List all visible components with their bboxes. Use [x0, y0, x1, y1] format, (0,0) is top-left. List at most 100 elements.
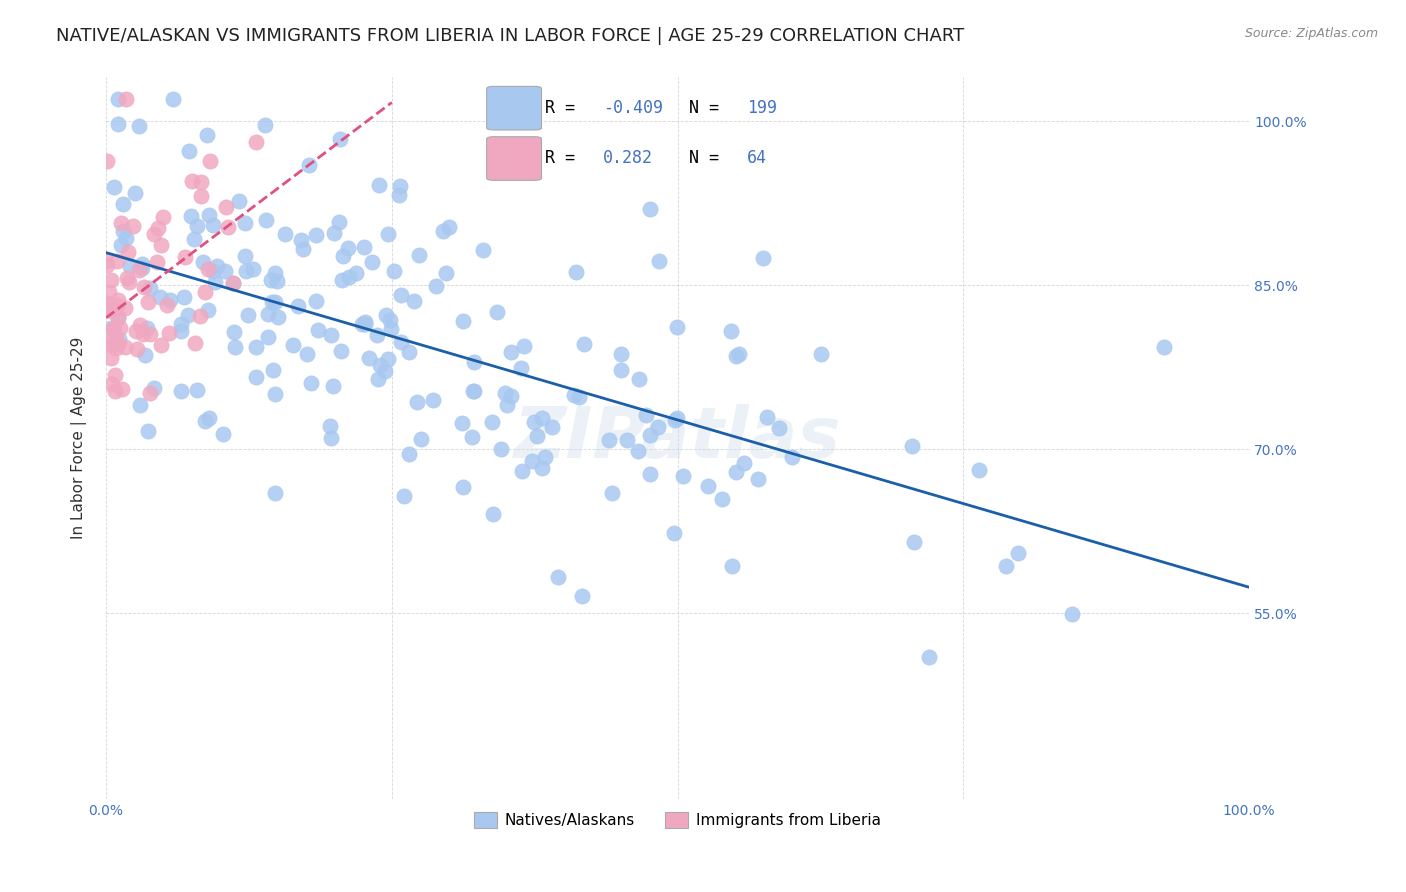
Point: [124, 186, 146, 200]
Point: [146, 255, 169, 269]
Point: [107, 332, 129, 346]
Point: [321, 431, 343, 445]
Point: [494, 385, 516, 400]
Point: [610, 347, 633, 361]
Point: [337, 241, 360, 255]
Point: [434, 266, 457, 280]
Point: [139, 281, 162, 295]
Point: [264, 486, 287, 500]
Point: [224, 340, 246, 354]
Point: [266, 275, 288, 289]
Point: [810, 347, 832, 361]
Point: [201, 218, 224, 232]
Point: [377, 227, 399, 241]
Point: [901, 439, 924, 453]
Point: [366, 328, 388, 343]
Point: [634, 408, 657, 422]
Point: [174, 250, 197, 264]
Point: [222, 276, 245, 290]
Point: [378, 313, 401, 327]
Point: [107, 92, 129, 106]
Point: [451, 416, 474, 430]
Point: [110, 238, 132, 252]
Point: [122, 219, 145, 234]
Point: [186, 383, 208, 397]
Point: [780, 450, 803, 464]
Point: [432, 224, 454, 238]
Point: [201, 264, 224, 278]
Point: [193, 254, 215, 268]
Point: [388, 179, 411, 194]
Point: [357, 351, 380, 365]
Point: [995, 559, 1018, 574]
Point: [96, 153, 118, 168]
Point: [98, 285, 121, 299]
Point: [402, 294, 425, 309]
Point: [103, 321, 125, 335]
Point: [120, 259, 142, 273]
Point: [112, 197, 135, 211]
Point: [640, 428, 662, 442]
Point: [409, 433, 432, 447]
Point: [245, 370, 267, 384]
Point: [105, 298, 128, 312]
Point: [112, 224, 135, 238]
Point: [105, 335, 128, 350]
Point: [101, 321, 124, 335]
Point: [170, 384, 193, 398]
Point: [138, 327, 160, 342]
Point: [190, 189, 212, 203]
Point: [107, 311, 129, 326]
Point: [128, 120, 150, 134]
Point: [205, 259, 228, 273]
Point: [328, 215, 350, 229]
Point: [391, 334, 413, 349]
Point: [398, 447, 420, 461]
Point: [104, 332, 127, 346]
Point: [720, 324, 742, 338]
Point: [242, 261, 264, 276]
Point: [520, 454, 543, 468]
Text: ZIPatlas: ZIPatlas: [513, 404, 841, 473]
Point: [111, 383, 134, 397]
Point: [664, 413, 686, 427]
Point: [235, 216, 257, 230]
Point: [149, 238, 172, 252]
Point: [725, 466, 748, 480]
Point: [245, 340, 267, 354]
Point: [733, 456, 755, 470]
Point: [626, 443, 648, 458]
Point: [215, 200, 238, 214]
Point: [127, 342, 149, 356]
Point: [107, 117, 129, 131]
Point: [628, 372, 651, 386]
Point: [354, 315, 377, 329]
Point: [638, 467, 661, 482]
Point: [319, 328, 342, 343]
Point: [97, 334, 120, 349]
Point: [392, 489, 415, 503]
Point: [600, 486, 623, 500]
Point: [541, 420, 564, 434]
Point: [598, 433, 620, 447]
Point: [132, 327, 155, 342]
Point: [179, 144, 201, 158]
Point: [564, 388, 586, 402]
Point: [918, 649, 941, 664]
Point: [96, 337, 118, 351]
Point: [148, 221, 170, 235]
Point: [128, 318, 150, 333]
Point: [105, 341, 128, 355]
Point: [301, 376, 323, 390]
Point: [307, 323, 329, 337]
Point: [752, 251, 775, 265]
Point: [374, 308, 396, 322]
Point: [198, 411, 221, 425]
Point: [330, 273, 353, 287]
Point: [115, 92, 138, 106]
Point: [264, 387, 287, 401]
Point: [217, 219, 239, 234]
Point: [117, 245, 139, 260]
Point: [115, 231, 138, 245]
Point: [267, 310, 290, 325]
